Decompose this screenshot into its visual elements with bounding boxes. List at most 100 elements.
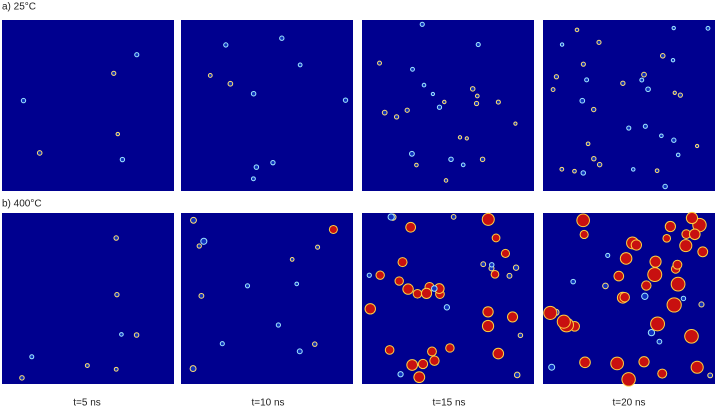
precipitate [506,272,513,279]
precipitate-core [407,360,418,370]
precipitate [605,252,611,258]
precipitate [480,261,487,268]
precipitate [639,77,645,83]
precipitate [190,216,197,224]
precipitate [200,237,208,245]
precipitate-core [631,240,641,250]
precipitate-core [686,212,698,224]
precipitate-core [671,277,685,291]
precipitate [513,371,521,379]
precipitate [19,375,25,381]
precipitate [596,39,602,45]
precipitate [342,97,349,103]
precipitate-core [685,330,698,343]
precipitate [641,71,647,78]
precipitate-core [414,372,425,383]
precipitate [585,141,591,147]
precipitate [559,42,565,47]
precipitate [641,292,649,300]
precipitate-core [482,320,494,332]
precipitate [315,244,321,250]
precipitate-core [651,317,664,331]
precipitate [113,366,119,372]
precipitate [460,162,466,168]
precipitate [119,156,126,163]
precipitate-core [658,369,667,378]
simulation-panel [181,20,353,191]
precipitate [474,93,480,99]
precipitate [397,371,404,378]
precipitate [36,150,43,156]
simulation-panel [2,20,174,191]
precipitate-core [557,315,570,328]
precipitate [84,363,90,369]
precipitate-core [446,344,454,352]
precipitate [421,82,427,88]
precipitate [469,86,476,92]
precipitate-core [663,235,671,242]
precipitate [642,123,648,129]
precipitate [671,25,676,31]
precipitate [227,80,234,87]
precipitate [457,135,463,140]
precipitate [450,214,457,220]
precipitate-core [395,277,403,285]
column-label: t=15 ns [432,398,465,409]
precipitate [196,243,202,249]
precipitate [381,109,388,116]
precipitate [189,365,197,373]
row-label: b) 400°C [2,199,42,210]
column-label: t=10 ns [251,398,284,409]
precipitate-core [698,247,708,257]
simulation-panel [362,213,534,384]
precipitate [698,301,705,308]
precipitate [443,178,449,183]
precipitate-core [580,357,590,368]
precipitate [559,166,565,172]
precipitate [133,332,140,338]
precipitate-core [376,271,384,279]
column-label: t=20 ns [612,398,645,409]
precipitate-core [544,306,557,319]
row-label: a) 25°C [2,2,36,13]
precipitate [443,304,451,311]
precipitate [473,100,480,107]
precipitate-core [428,347,436,356]
precipitate [626,125,632,131]
precipitate [250,176,256,182]
precipitate [548,363,556,371]
precipitate-core [430,356,439,365]
precipitate [570,278,576,285]
precipitate [410,66,415,72]
precipitate [677,92,683,98]
precipitate-core [622,373,635,386]
precipitate [20,97,27,104]
precipitate-core [406,222,416,232]
precipitate [602,282,609,290]
precipitate [207,73,213,78]
precipitate-core [691,361,703,373]
precipitate-core [620,292,629,302]
precipitate-core [611,357,623,370]
precipitate [517,332,524,339]
simulation-panel [181,213,353,384]
precipitate-core [667,298,681,312]
precipitate [431,285,438,292]
precipitate [513,121,518,126]
simulation-panel [362,20,534,191]
precipitate [119,332,124,337]
precipitate [113,235,119,241]
precipitate [464,136,469,141]
precipitate [645,86,651,93]
precipitate-core [614,271,624,281]
precipitate [647,328,656,337]
precipitate [671,137,677,143]
precipitate [223,42,229,48]
precipitate-core [493,348,504,359]
precipitate-core [398,258,407,267]
precipitate [591,106,597,113]
precipitate-core [577,214,589,227]
precipitate [512,264,520,271]
precipitate-core [492,234,500,242]
precipitate-core [483,307,493,317]
